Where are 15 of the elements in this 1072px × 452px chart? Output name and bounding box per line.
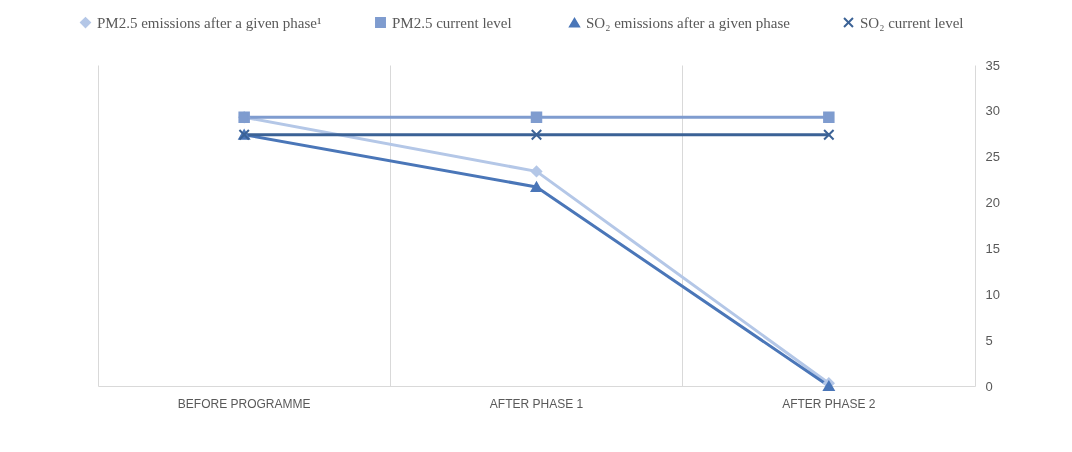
y-tick-label: 15: [985, 240, 1000, 256]
y-tick-label: 25: [985, 149, 1000, 165]
y-tick-label: 30: [985, 103, 1000, 119]
x-tick-label: BEFORE PROGRAMME: [177, 396, 311, 411]
legend-label: SO₂ current level: [860, 14, 964, 31]
y-tick-label: 35: [985, 57, 1000, 73]
x-tick-label: AFTER PHASE 1: [489, 396, 584, 411]
y-tick-label: 10: [985, 286, 1000, 302]
legend-label: PM2.5 current level: [392, 14, 512, 31]
legend-label: PM2.5 emissions after a given phase¹: [97, 14, 322, 31]
y-tick-label: 0: [985, 378, 993, 394]
y-tick-label: 5: [985, 332, 993, 348]
legend-label: SO₂ emissions after a given phase: [586, 14, 791, 31]
x-tick-label: AFTER PHASE 2: [782, 396, 876, 411]
y-tick-label: 20: [985, 195, 1000, 211]
